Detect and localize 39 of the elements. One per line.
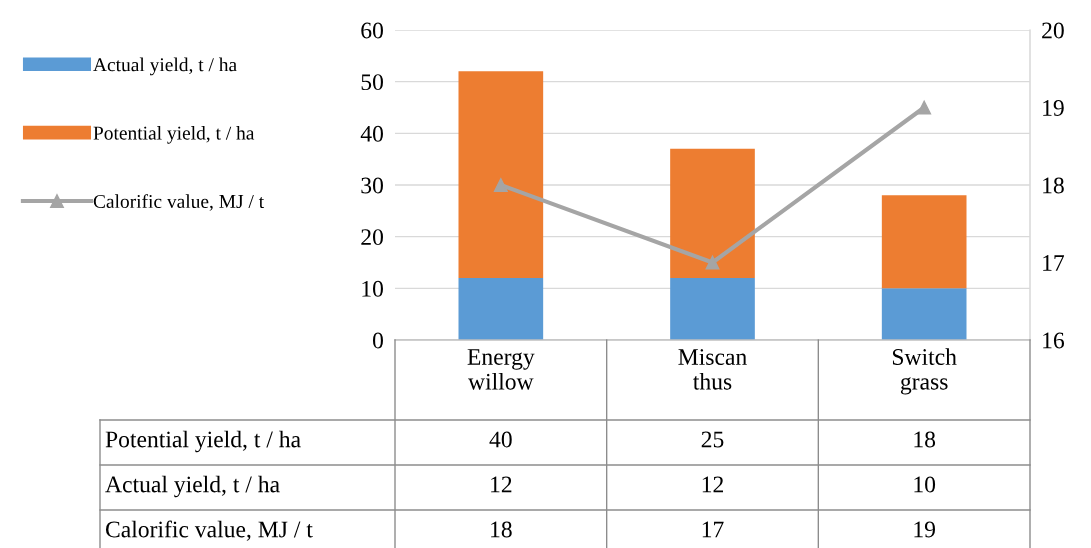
y-tick-label: 60 [361, 22, 383, 39]
x-tick-label: Miscan thus [678, 349, 747, 390]
data-label: 12 [491, 476, 512, 493]
legend-label: Calorific value, MJ / t [93, 194, 265, 211]
x-tick-label: Switch grass [892, 348, 957, 395]
point [705, 255, 720, 270]
point [493, 178, 508, 192]
bar [670, 278, 755, 340]
text: Calorific value, MJ / t [105, 520, 313, 541]
text: Actual yield, t / ha [105, 475, 280, 498]
point [917, 100, 932, 115]
y-tick-label: 10 [362, 280, 383, 297]
bar [881, 195, 967, 289]
data-label: 18 [914, 431, 936, 448]
y-tick-label: 40 [360, 125, 383, 142]
x-tick-label: Energy willow [467, 349, 535, 390]
y2-tick-label: 16 [1043, 332, 1065, 349]
y2-tick-label: 17 [1043, 255, 1065, 271]
data-label: 10 [914, 476, 936, 493]
legend-label: Potential yield, t / ha [93, 125, 255, 144]
data-label: 19 [914, 521, 936, 538]
data-label: 40 [489, 431, 512, 448]
data-label: 25 [701, 431, 724, 448]
text: Potential yield, t / ha [105, 430, 301, 453]
y-tick-label: 30 [361, 177, 383, 194]
y2-tick-label: 20 [1042, 22, 1064, 39]
y2-tick-label: 18 [1043, 177, 1064, 194]
bar [881, 288, 967, 340]
y-tick-label: 50 [361, 74, 383, 91]
data-label: 17 [702, 521, 724, 538]
bar [458, 71, 544, 278]
y2-tick-label: 19 [1043, 100, 1064, 116]
y-tick-label: 0 [372, 332, 383, 349]
data-label: 12 [702, 476, 723, 493]
bar [670, 148, 755, 278]
y-tick-label: 20 [361, 229, 383, 246]
bar [458, 278, 544, 340]
data-label: 18 [491, 521, 512, 538]
legend-label: Actual yield, t / ha [93, 57, 237, 76]
